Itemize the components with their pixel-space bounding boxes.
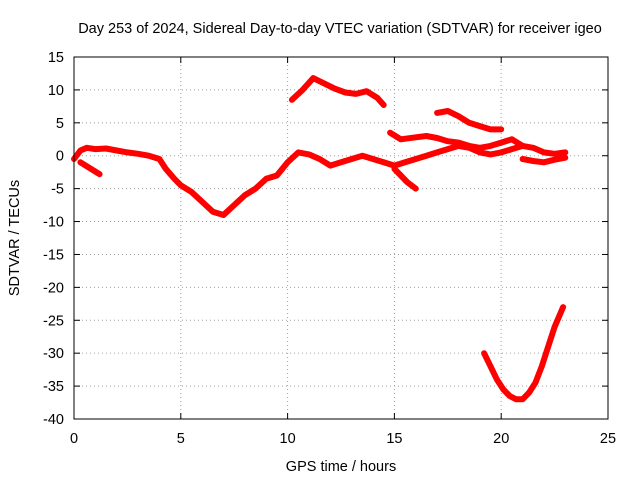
y-tick-label: -10 [43, 215, 64, 231]
y-tick-label: 10 [48, 83, 64, 99]
x-tick-label: 10 [280, 431, 296, 447]
series-bowl [481, 304, 567, 403]
grid [73, 56, 609, 420]
y-tick-label: -15 [43, 247, 64, 263]
y-tick-label: -30 [43, 346, 64, 362]
y-tick-label: -5 [51, 182, 64, 198]
series-high-arc [288, 75, 387, 108]
y-tick-label: -35 [43, 379, 64, 395]
plot-frame [73, 56, 609, 420]
x-axis-label: GPS time / hours [286, 459, 396, 475]
series-branch-b [77, 159, 103, 178]
x-tick-label: 15 [386, 431, 402, 447]
x-tick-label: 0 [70, 431, 78, 447]
x-tick-label: 25 [600, 431, 616, 447]
y-tick-label: -25 [43, 313, 64, 329]
series-branch-a [391, 165, 419, 192]
x-tick-label: 20 [493, 431, 509, 447]
y-tick-label: -20 [43, 280, 64, 296]
y-tick-label: 0 [56, 149, 64, 165]
x-tick-label: 5 [177, 431, 185, 447]
y-tick-label: -40 [43, 412, 64, 428]
series-upper-right-arc [434, 108, 505, 133]
axis-ticks: 0 5 10 15 20 25 15 10 5 0 -5 -10 -15 -20 -25 -30 -35 -40 [43, 50, 616, 447]
series-main-trace [71, 142, 569, 218]
series-group [71, 75, 569, 403]
chart-title: Day 253 of 2024, Sidereal Day-to-day VTE… [78, 21, 602, 37]
y-tick-label: 5 [56, 116, 64, 132]
y-axis-label: SDTVAR / TECUs [7, 180, 23, 296]
series-evening-lower [519, 154, 569, 166]
series-mid-arc [387, 129, 526, 151]
y-tick-label: 15 [48, 50, 64, 66]
